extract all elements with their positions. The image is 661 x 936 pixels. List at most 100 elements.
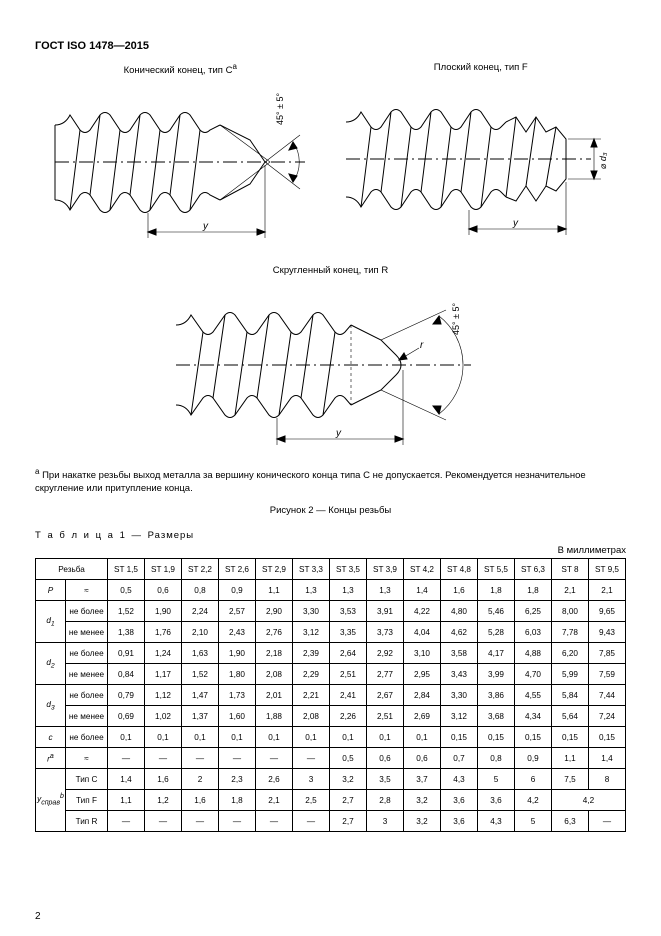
table-cell: — xyxy=(219,811,256,832)
table-cell: 0,6 xyxy=(367,748,404,769)
table-cell: 1,17 xyxy=(145,664,182,685)
table-title: Т а б л и ц а 1 — Размеры xyxy=(35,530,626,541)
table-cell: 1,3 xyxy=(330,580,367,601)
table-cell: ≈ xyxy=(66,580,108,601)
table-cell: 1,37 xyxy=(182,706,219,727)
table-cell: ST 8 xyxy=(552,559,589,580)
page-number: 2 xyxy=(35,911,41,922)
table-cell: Тип C xyxy=(66,769,108,790)
table-cell: 1,8 xyxy=(478,580,515,601)
table-cell: 1,60 xyxy=(219,706,256,727)
table-cell: — xyxy=(293,748,330,769)
table-cell: ST 3,5 xyxy=(330,559,367,580)
table-cell: ST 1,9 xyxy=(145,559,182,580)
table-cell: 2,7 xyxy=(330,790,367,811)
table-cell: — xyxy=(108,811,145,832)
table-cell: 4,04 xyxy=(404,622,441,643)
table-cell: ST 3,3 xyxy=(293,559,330,580)
table-cell: 2,51 xyxy=(367,706,404,727)
figure-row-top: Конический конец, тип Ca xyxy=(35,62,626,245)
table-cell: 3,6 xyxy=(478,790,515,811)
table-cell: 1,52 xyxy=(182,664,219,685)
table-cell: — xyxy=(293,811,330,832)
table-cell: не более xyxy=(66,601,108,622)
table-cell: 0,79 xyxy=(108,685,145,706)
table-cell: 0,15 xyxy=(515,727,552,748)
table-cell: 3,43 xyxy=(441,664,478,685)
table-cell: 1,24 xyxy=(145,643,182,664)
table-cell: — xyxy=(219,748,256,769)
table-units: В миллиметрах xyxy=(35,545,626,556)
table-cell: 1,90 xyxy=(219,643,256,664)
table-cell: 5,99 xyxy=(552,664,589,685)
table-cell: 6,03 xyxy=(515,622,552,643)
table-cell: не более xyxy=(66,727,108,748)
table-cell: ST 5,5 xyxy=(478,559,515,580)
table-cell: 0,6 xyxy=(145,580,182,601)
table-cell: 2,29 xyxy=(293,664,330,685)
table-cell: 0,8 xyxy=(182,580,219,601)
table-cell: 8,00 xyxy=(552,601,589,622)
table-cell: 2,69 xyxy=(404,706,441,727)
table-cell: не менее xyxy=(66,706,108,727)
table-cell: Тип F xyxy=(66,790,108,811)
table-cell: 4,17 xyxy=(478,643,515,664)
table-cell: 1,02 xyxy=(145,706,182,727)
figure-c-y-label: y xyxy=(202,221,209,232)
table-cell: 3,12 xyxy=(293,622,330,643)
table-cell: — xyxy=(256,748,293,769)
table-cell: 0,15 xyxy=(441,727,478,748)
table-cell: 0,1 xyxy=(108,727,145,748)
table-cell: 1,88 xyxy=(256,706,293,727)
table-cell: ST 3,9 xyxy=(367,559,404,580)
table-cell: 1,76 xyxy=(145,622,182,643)
table-cell: 3,58 xyxy=(441,643,478,664)
table-cell: yсправb xyxy=(36,769,66,832)
table-cell: 3,2 xyxy=(404,811,441,832)
table-cell: 0,5 xyxy=(108,580,145,601)
table-cell: 1,3 xyxy=(367,580,404,601)
table-cell: 3,6 xyxy=(441,811,478,832)
table-cell: 0,7 xyxy=(441,748,478,769)
table-cell: 2,08 xyxy=(293,706,330,727)
table-cell: 4,88 xyxy=(515,643,552,664)
table-cell: 4,55 xyxy=(515,685,552,706)
table-cell: 4,22 xyxy=(404,601,441,622)
table-cell: ST 9,5 xyxy=(589,559,626,580)
table-cell: 1,4 xyxy=(589,748,626,769)
table-cell: 6,25 xyxy=(515,601,552,622)
figure-c-caption: Конический конец, тип Ca xyxy=(35,62,326,76)
table-cell: 9,65 xyxy=(589,601,626,622)
table-cell: ST 2,9 xyxy=(256,559,293,580)
table-cell: 4,62 xyxy=(441,622,478,643)
table-cell: — xyxy=(182,811,219,832)
table-cell: 2,64 xyxy=(330,643,367,664)
dimensions-table: РезьбаST 1,5ST 1,9ST 2,2ST 2,6ST 2,9ST 3… xyxy=(35,558,626,832)
table-cell: ST 2,2 xyxy=(182,559,219,580)
table-cell: 2,26 xyxy=(330,706,367,727)
table-cell: 1,6 xyxy=(182,790,219,811)
table-cell: 1,90 xyxy=(145,601,182,622)
table-cell: 1,1 xyxy=(552,748,589,769)
table-cell: 7,44 xyxy=(589,685,626,706)
table-cell: 1,1 xyxy=(256,580,293,601)
table-cell: ST 6,3 xyxy=(515,559,552,580)
figure-r-r-label: r xyxy=(420,340,424,351)
table-cell: 0,1 xyxy=(145,727,182,748)
table-cell: 1,38 xyxy=(108,622,145,643)
table-cell: 5 xyxy=(478,769,515,790)
table-cell: 0,1 xyxy=(293,727,330,748)
table-cell: 3,2 xyxy=(404,790,441,811)
table-cell: 3,10 xyxy=(404,643,441,664)
table-cell: 1,8 xyxy=(219,790,256,811)
table-cell: 0,6 xyxy=(404,748,441,769)
table-cell: — xyxy=(145,811,182,832)
figure-c-angle-label: 45° ± 5° xyxy=(275,93,285,126)
table-cell: — xyxy=(589,811,626,832)
table-cell: 0,1 xyxy=(182,727,219,748)
table-cell: 0,1 xyxy=(219,727,256,748)
table-cell: 2,1 xyxy=(256,790,293,811)
table-cell: 4,3 xyxy=(441,769,478,790)
figure-r-y-label: y xyxy=(335,428,342,439)
table-cell: d1 xyxy=(36,601,66,643)
